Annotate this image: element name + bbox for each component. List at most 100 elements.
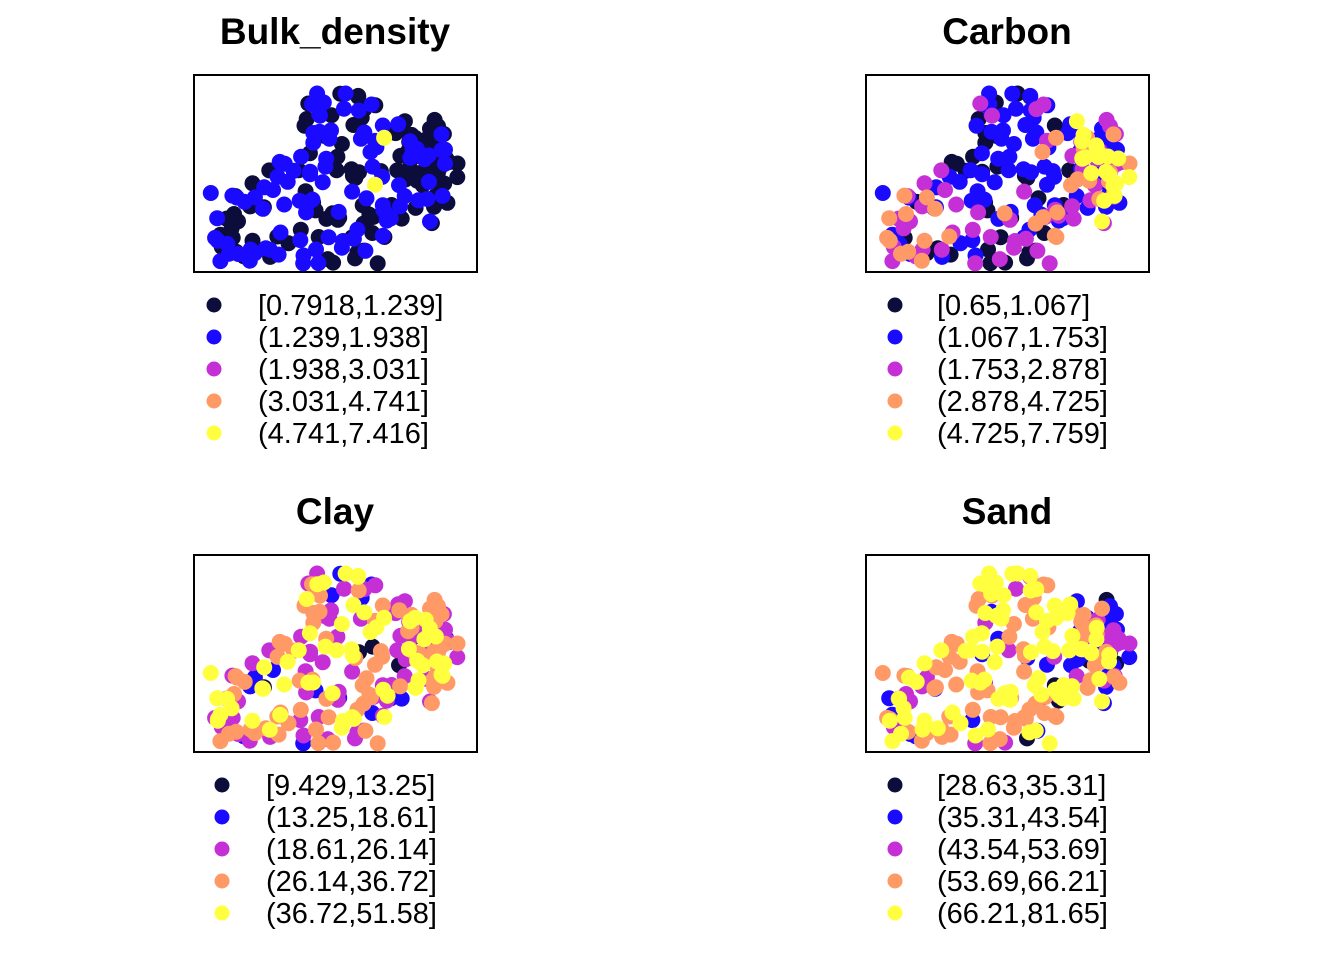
legend-label: [9.429,13.25] (266, 770, 435, 802)
data-point (363, 209, 379, 226)
data-point (369, 735, 386, 752)
data-point (984, 107, 1000, 124)
data-point (991, 731, 1008, 748)
data-point (320, 709, 337, 726)
data-point (434, 187, 451, 204)
panel-3: Sand [28.63,35.31](35.31,43.54](43.54,53.… (865, 491, 1150, 930)
data-point (974, 166, 991, 183)
data-point (209, 210, 226, 227)
data-point (990, 150, 1007, 167)
legend-label: (3.031,4.741] (258, 386, 429, 418)
data-point (891, 690, 908, 707)
legend-marker (887, 329, 903, 345)
data-point (916, 232, 933, 249)
panel-title: Carbon (942, 11, 1072, 52)
data-point (1074, 641, 1091, 658)
legend-marker (206, 329, 222, 345)
data-point (1094, 693, 1110, 710)
panel-1: Carbon [0.65,1.067](1.067,1.753](1.753,2.… (865, 11, 1150, 450)
data-point (1101, 646, 1118, 663)
data-point (881, 210, 898, 227)
data-point (1094, 600, 1110, 617)
data-point (379, 687, 396, 704)
data-point (948, 676, 965, 693)
data-point (308, 241, 324, 258)
data-point (1015, 161, 1032, 178)
data-point (964, 221, 981, 238)
data-point (988, 607, 1005, 624)
data-point (1064, 198, 1081, 215)
data-point (967, 727, 984, 744)
data-point (874, 185, 891, 201)
data-point (350, 102, 367, 119)
data-point (374, 648, 391, 665)
data-point (1077, 149, 1094, 166)
data-point (1111, 674, 1128, 691)
data-point (317, 158, 334, 175)
data-point (986, 174, 1003, 191)
data-point (389, 162, 406, 179)
data-point (1105, 126, 1122, 143)
legend-label: (13.25,18.61] (266, 802, 437, 834)
legend-label: (26.14,36.72] (266, 866, 437, 898)
data-point (423, 695, 440, 712)
data-point (1101, 166, 1118, 183)
data-point (336, 100, 352, 117)
legend-marker (214, 777, 230, 793)
data-point (1028, 101, 1045, 118)
data-point (229, 669, 245, 686)
data-point (1083, 165, 1100, 182)
data-point (301, 625, 318, 642)
data-point (344, 183, 361, 200)
data-point (944, 704, 961, 721)
data-point (242, 241, 259, 258)
data-point (337, 85, 354, 102)
data-point (349, 221, 366, 238)
data-point (1094, 213, 1110, 230)
data-point (376, 129, 393, 146)
data-point (1041, 735, 1058, 752)
data-point (1000, 162, 1017, 179)
data-point (363, 96, 380, 113)
legend-label: (1.938,3.031] (258, 354, 429, 386)
data-point (1065, 210, 1082, 227)
data-point (433, 606, 450, 623)
legend-marker (214, 905, 230, 921)
data-point (323, 587, 340, 604)
data-point (314, 174, 331, 191)
data-point (325, 734, 342, 751)
data-point (1121, 649, 1138, 666)
legend-marker (214, 841, 230, 857)
legend-label: (43.54,53.69] (937, 834, 1108, 866)
data-point (901, 669, 917, 686)
data-point (391, 602, 408, 619)
data-point (376, 709, 393, 725)
data-point (350, 567, 367, 584)
data-point (914, 721, 931, 738)
data-point (392, 678, 409, 695)
data-point (982, 709, 999, 725)
data-point (898, 206, 914, 222)
data-point (291, 192, 308, 209)
data-point (980, 241, 996, 258)
data-point (292, 701, 309, 718)
data-point (320, 229, 337, 246)
data-point (333, 616, 350, 632)
data-point (1034, 144, 1051, 160)
data-point (1022, 567, 1039, 584)
data-point (337, 565, 354, 582)
data-point (324, 685, 341, 702)
data-point (963, 672, 980, 689)
data-point (996, 685, 1013, 702)
data-point (437, 141, 453, 158)
data-point (350, 582, 367, 599)
data-point (933, 162, 950, 179)
legend-label: (66.21,81.65] (937, 898, 1108, 930)
data-point (1046, 168, 1063, 185)
panel-title: Clay (296, 491, 375, 532)
data-point (916, 175, 933, 192)
data-point (989, 638, 1006, 655)
data-point (302, 166, 319, 183)
data-point (254, 680, 271, 697)
